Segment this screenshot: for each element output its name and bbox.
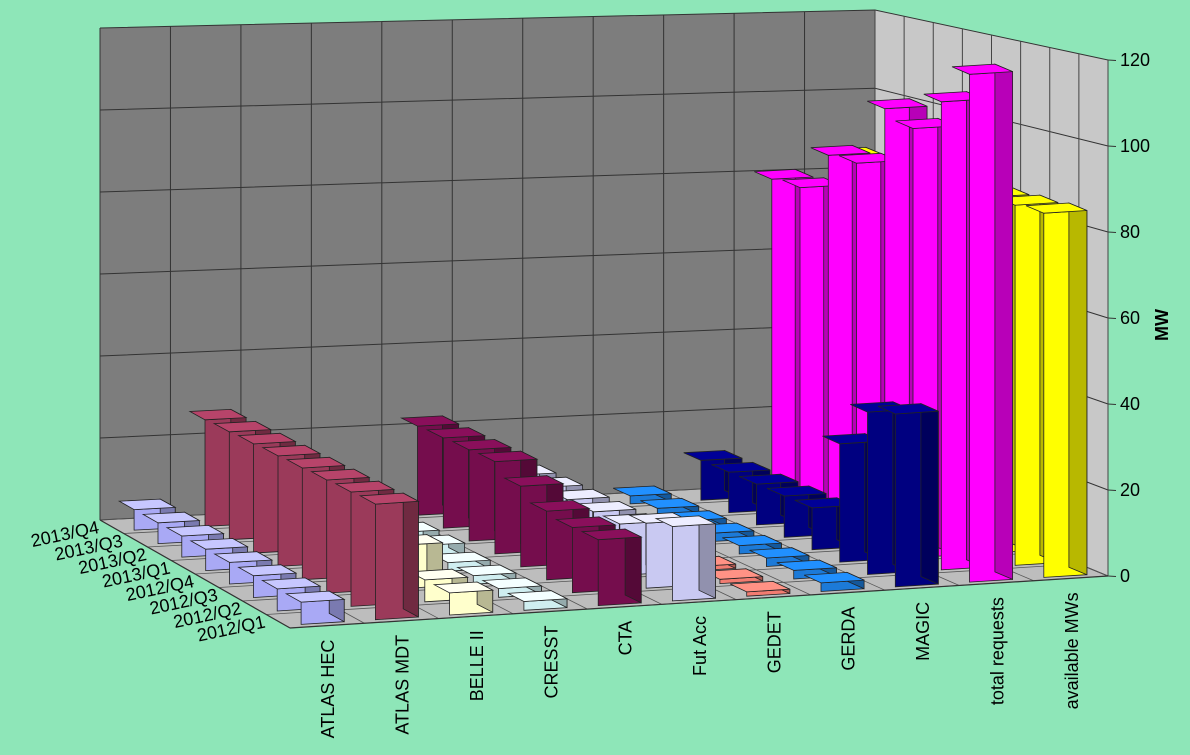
y-tick-label: 80: [1120, 222, 1140, 242]
y-tick-label: 60: [1120, 308, 1140, 328]
bar-top: [213, 551, 274, 563]
bar-top: [432, 581, 495, 594]
category-label: CRESST: [541, 625, 561, 698]
bar-top: [776, 559, 837, 571]
category-label: CTA: [616, 621, 636, 656]
bar-top: [237, 432, 297, 445]
bar-7-0: [803, 571, 865, 592]
bar-top: [877, 403, 939, 415]
back-wall: [100, 10, 875, 520]
axis-labels: 0 20 40 60 80 100 120 MW ATLAS HEC ATLAS MDT BELLE…: [29, 50, 1172, 738]
bar-top: [683, 450, 743, 461]
bar-8-0: [877, 402, 939, 588]
bar-side: [1068, 202, 1088, 576]
y-tick: [1107, 317, 1117, 319]
y-tick: [1107, 575, 1117, 577]
bar-top: [739, 473, 799, 485]
bar-side: [402, 492, 419, 618]
category-label: ATLAS HEC: [318, 640, 338, 739]
bar-top: [729, 580, 790, 593]
bar-1-0: [358, 492, 420, 621]
bar-top: [1025, 202, 1088, 214]
bar-side: [624, 528, 642, 604]
y-tick-label: 0: [1120, 566, 1130, 586]
bar-6-0: [729, 580, 791, 597]
y-tick: [1107, 489, 1117, 491]
bar-top: [554, 516, 617, 528]
bar-top: [141, 511, 201, 524]
y-tick-label: 20: [1120, 480, 1140, 500]
bar-top: [399, 415, 461, 427]
bar-top: [749, 547, 810, 559]
y-tick-label: 40: [1120, 394, 1140, 414]
category-label: GEDET: [764, 611, 784, 673]
y-tick: [1107, 403, 1117, 405]
bar-5-0: [654, 515, 718, 602]
bar-top: [506, 590, 569, 602]
bar-top: [456, 564, 518, 577]
bar-top: [782, 177, 842, 189]
y-axis-label: MW: [1152, 309, 1172, 341]
bar-top: [165, 524, 225, 537]
bar-top: [310, 468, 371, 481]
y-tick-label: 120: [1120, 50, 1150, 70]
bar-top: [334, 480, 396, 493]
bar-3-0: [506, 590, 569, 611]
bar-top: [451, 439, 513, 451]
bar-top: [261, 444, 322, 457]
category-label: ATLAS MDT: [393, 635, 413, 735]
y-tick-label: 100: [1120, 136, 1150, 156]
bar-10-0: [1025, 202, 1088, 578]
bar-side: [920, 402, 939, 585]
bar-top: [503, 475, 565, 487]
bar-6-1: [703, 568, 764, 585]
bar-top: [711, 461, 771, 473]
bar-top: [654, 515, 718, 527]
bar-top: [358, 492, 420, 505]
bar-4-0: [580, 528, 643, 607]
y-tick: [1107, 231, 1117, 233]
bars: [117, 63, 1088, 625]
category-label: GERDA: [839, 607, 859, 671]
category-label: MAGIC: [913, 602, 933, 661]
bar-3-1: [481, 577, 543, 598]
bar-top: [425, 427, 487, 439]
bar-side: [994, 63, 1013, 581]
bar-top: [613, 485, 672, 497]
bar-top: [284, 590, 346, 603]
bar-top: [810, 144, 871, 156]
bar-top: [212, 420, 273, 433]
bar-0-0: [284, 590, 346, 625]
bar-top: [867, 98, 928, 110]
bar-top: [477, 450, 539, 463]
bar-top: [754, 168, 814, 180]
bar-top: [529, 500, 591, 512]
category-label: Fut Acc: [690, 616, 710, 676]
bar-top: [261, 577, 322, 590]
bar-top: [580, 528, 643, 541]
bar-top: [951, 63, 1013, 75]
y-tick: [1107, 145, 1117, 147]
bar-top: [237, 564, 298, 577]
x-axis-line: [289, 575, 1109, 629]
category-label: BELLE II: [467, 630, 487, 701]
depth-axis-line: [99, 519, 291, 629]
category-label: total requests: [987, 597, 1007, 705]
bar-top: [722, 534, 782, 547]
bar-top: [189, 538, 249, 550]
bar-top: [117, 498, 177, 511]
bar-9-0: [951, 63, 1013, 583]
bar-top: [803, 571, 865, 584]
category-label: available MWs: [1062, 592, 1082, 709]
bar-top: [285, 456, 347, 469]
bar-side: [698, 515, 716, 599]
bar-top: [766, 485, 827, 497]
bar-top: [640, 497, 699, 509]
bar-top: [481, 577, 543, 590]
bar-top: [188, 408, 248, 421]
bar-2-0: [432, 581, 495, 616]
y-tick: [1107, 59, 1117, 61]
